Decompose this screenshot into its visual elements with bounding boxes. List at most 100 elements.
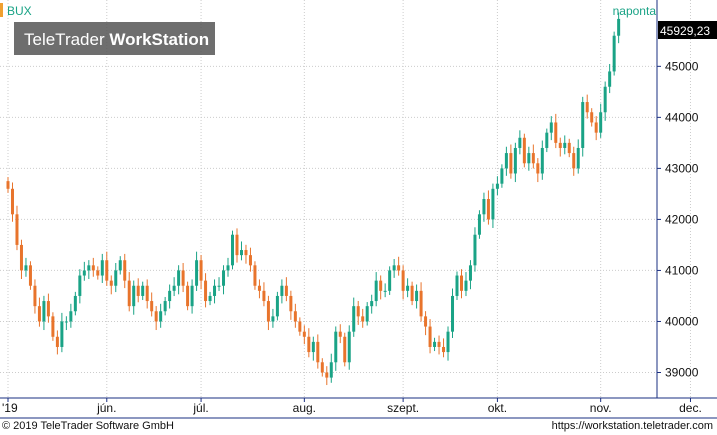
candle-body: [379, 280, 383, 291]
candle: [186, 281, 190, 311]
candle: [374, 272, 378, 307]
candle-body: [352, 306, 356, 332]
candle-body: [334, 331, 338, 363]
candle-body: [100, 260, 104, 276]
candle: [509, 144, 513, 179]
candle-body: [64, 321, 68, 323]
candle: [482, 192, 486, 222]
candle-body: [365, 306, 369, 322]
candle: [222, 265, 226, 295]
candle-body: [316, 341, 320, 363]
candle-body: [513, 147, 517, 174]
footer: © 2019 TeleTrader Software GmbH https://…: [0, 419, 717, 435]
candle-body: [195, 260, 199, 286]
candle: [464, 272, 468, 297]
x-axis-ticks: '19 jún. júl. aug. szept. okt. nov. dec.: [2, 398, 702, 415]
candle: [284, 277, 288, 302]
candle: [599, 103, 603, 138]
candle-body: [473, 234, 477, 266]
candle-body: [518, 137, 522, 148]
candle-body: [60, 321, 64, 347]
candle-body: [289, 295, 293, 312]
candle-body: [343, 336, 347, 363]
candle-body: [572, 153, 576, 169]
x-tick-label: nov.: [590, 401, 612, 415]
candle-body: [374, 280, 378, 302]
candle: [549, 116, 553, 141]
candle-body: [257, 285, 261, 291]
candle: [177, 265, 181, 295]
candle-body: [590, 112, 594, 123]
candle: [446, 326, 450, 361]
candle: [190, 279, 194, 314]
candle-body: [114, 270, 118, 286]
candle-body: [204, 280, 208, 302]
candle-body: [6, 181, 10, 189]
candle: [392, 259, 396, 278]
source-url[interactable]: https://workstation.teletrader.com: [551, 420, 713, 432]
candle-body: [540, 147, 544, 174]
candle: [24, 257, 28, 277]
candle-body: [213, 285, 217, 296]
candle-body: [298, 321, 302, 332]
candle-body: [522, 137, 526, 164]
candle: [208, 291, 212, 306]
candle: [118, 256, 122, 275]
candle: [298, 317, 302, 336]
candle-body: [55, 336, 59, 347]
candle: [82, 261, 86, 281]
x-tick-label: okt.: [488, 401, 507, 415]
candle: [257, 279, 261, 299]
candle: [563, 135, 567, 155]
candle: [567, 138, 571, 158]
candle-body: [280, 285, 284, 296]
x-tick-label: jún.: [96, 401, 116, 415]
candle: [612, 31, 616, 76]
candle-body: [172, 285, 176, 291]
candle-body: [545, 132, 549, 148]
candle: [410, 281, 414, 306]
candle-body: [244, 250, 248, 256]
candle: [329, 353, 333, 383]
candle: [33, 279, 37, 314]
candle-body: [446, 331, 450, 353]
candle: [235, 228, 239, 263]
candle: [248, 247, 252, 272]
candle: [334, 326, 338, 371]
candle: [428, 319, 432, 354]
candle: [545, 128, 549, 153]
candle: [531, 144, 535, 169]
y-tick-label: 45000: [665, 59, 699, 73]
candle-body: [293, 311, 297, 322]
candle-body: [15, 214, 19, 245]
candle: [123, 253, 127, 289]
candle-body: [617, 18, 621, 36]
candle-body: [581, 102, 585, 148]
candle-body: [226, 265, 230, 271]
candle: [617, 12, 621, 44]
candle: [608, 63, 612, 94]
candle-body: [486, 199, 490, 220]
candle-body: [437, 341, 441, 347]
candle: [581, 96, 585, 157]
candle: [500, 164, 504, 188]
candle: [217, 277, 221, 291]
candle-body: [455, 275, 459, 296]
candle-body: [603, 86, 607, 113]
candle-body: [459, 275, 463, 291]
candle: [433, 337, 437, 352]
candle: [325, 366, 329, 386]
candle-body: [549, 122, 553, 133]
candle-body: [307, 336, 311, 353]
symbol-label: BUX: [7, 4, 32, 18]
candle: [419, 282, 423, 322]
candle: [401, 265, 405, 300]
candle: [513, 142, 517, 183]
candle-body: [145, 285, 149, 302]
candle-body: [527, 153, 531, 164]
candle-body: [558, 142, 562, 148]
candle: [576, 139, 580, 174]
candle: [154, 306, 158, 331]
candle-body: [419, 290, 423, 317]
candle: [307, 328, 311, 358]
